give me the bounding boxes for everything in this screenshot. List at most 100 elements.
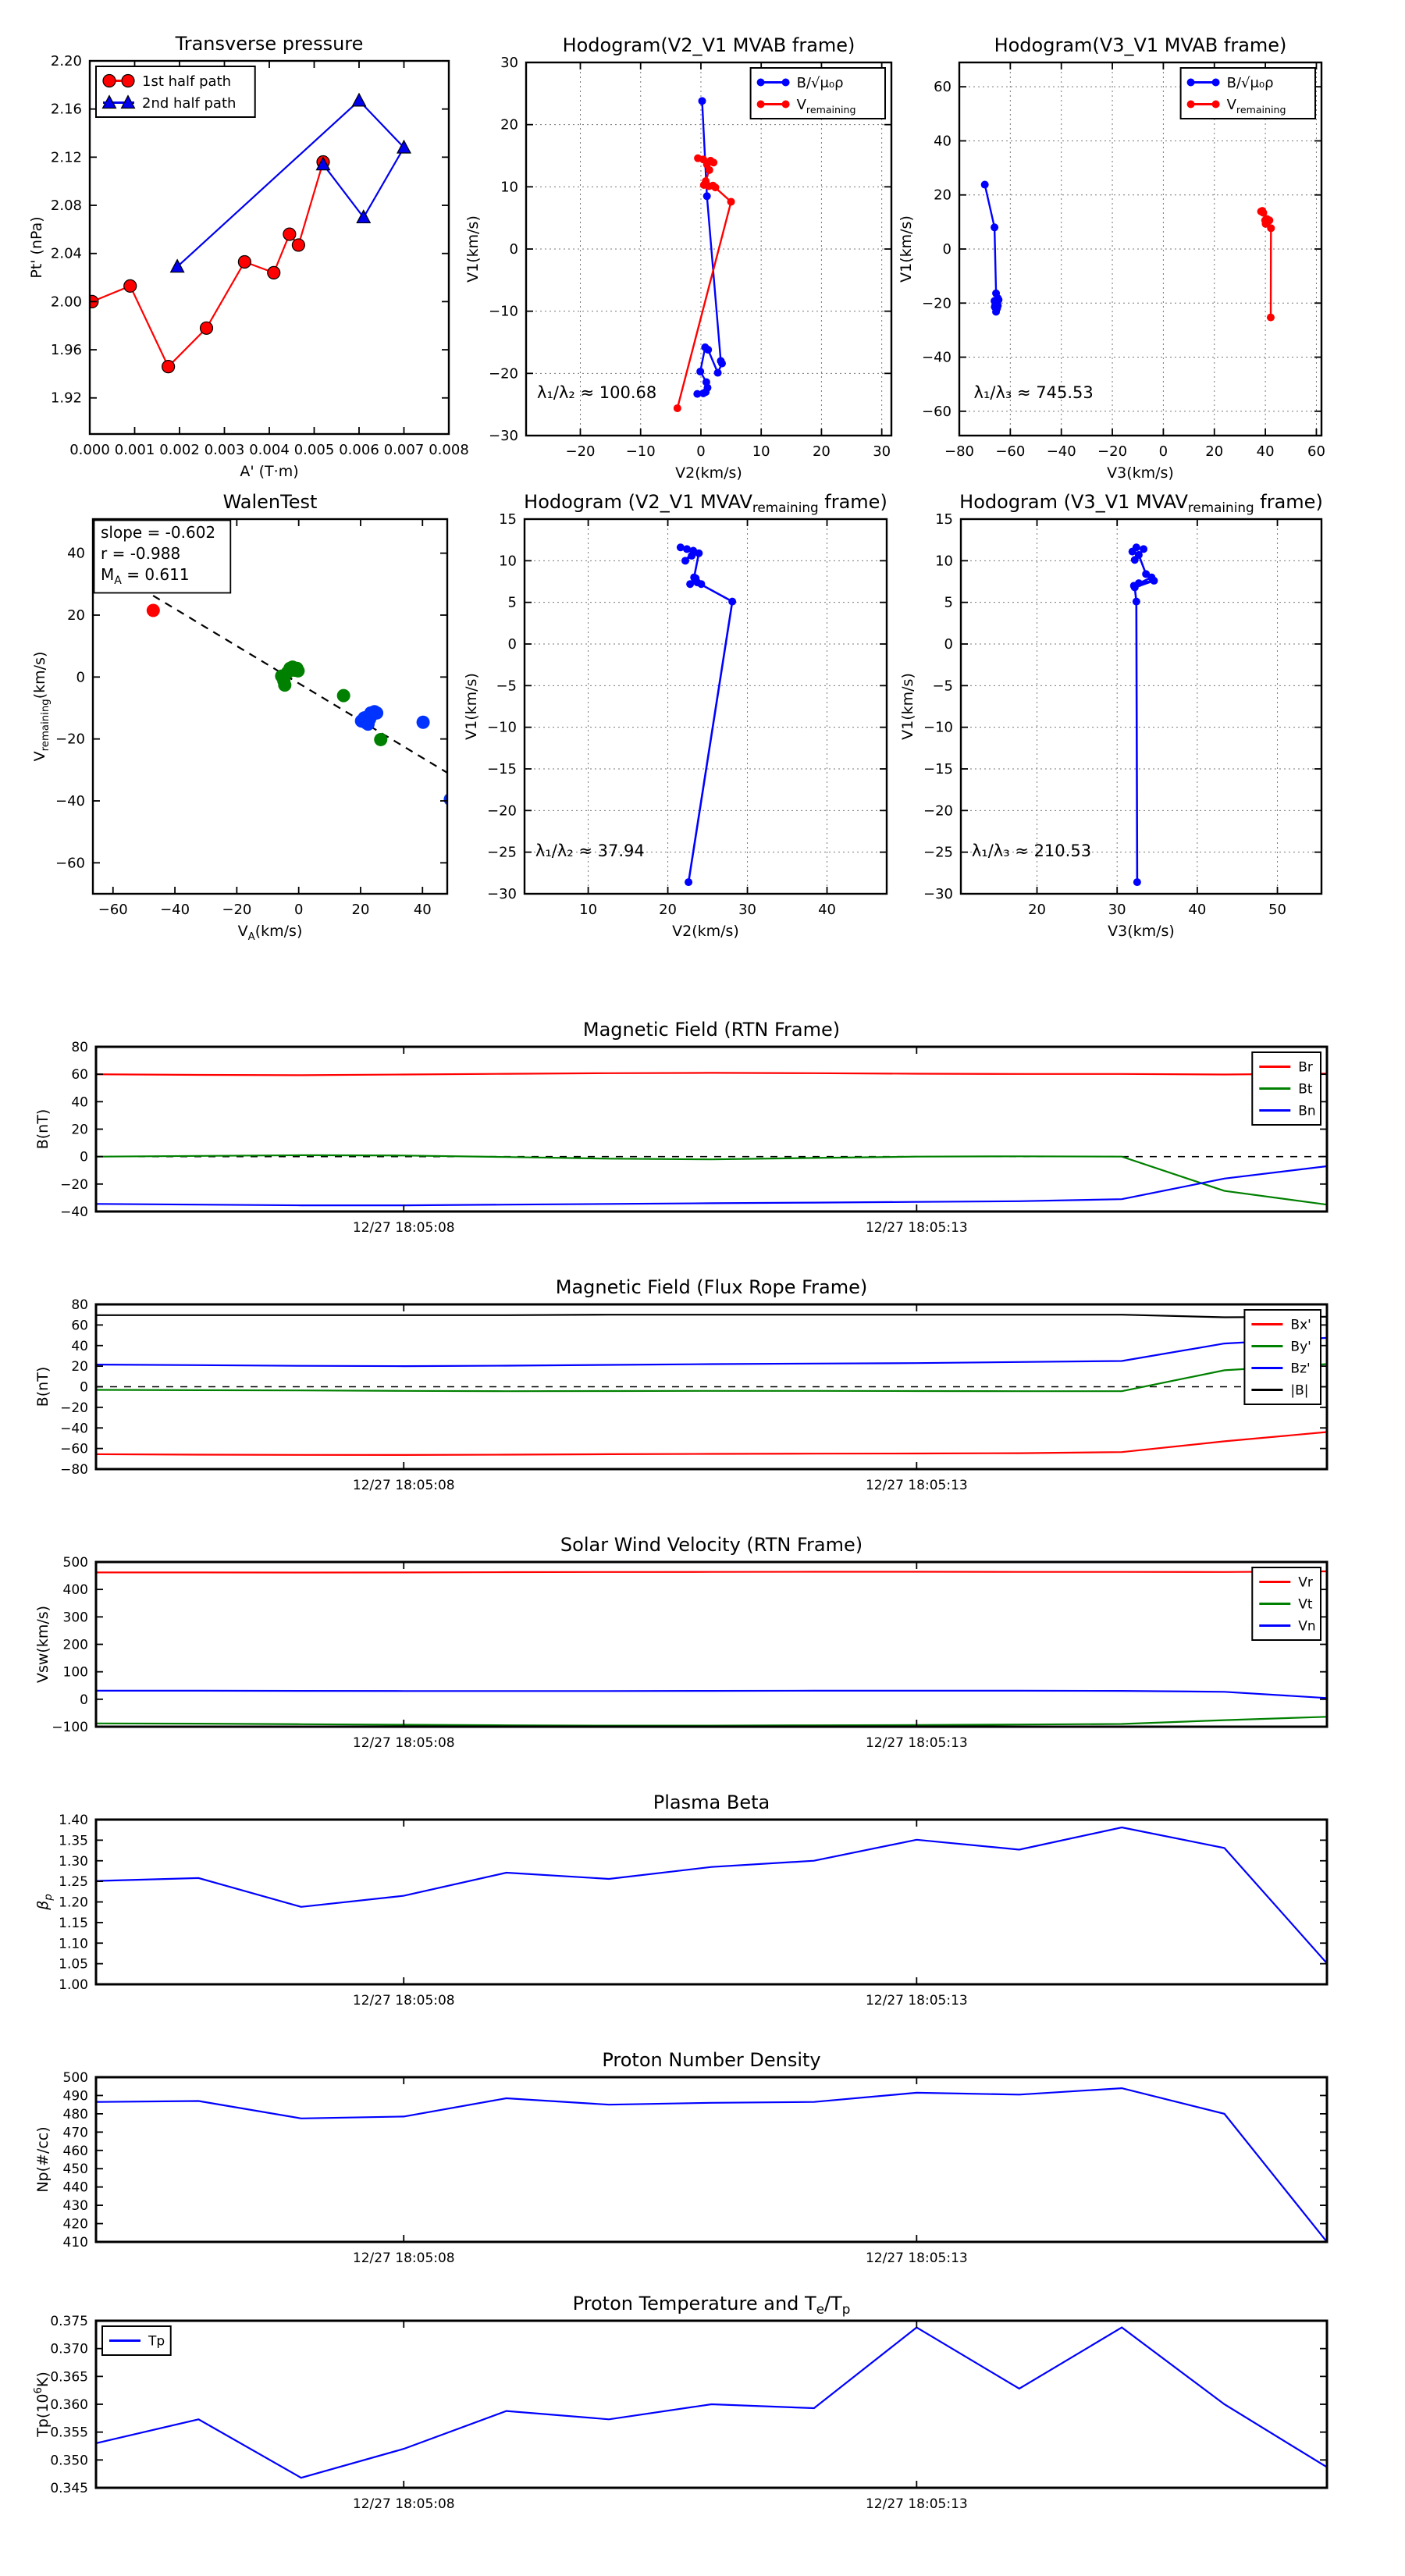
series-group	[90, 92, 411, 374]
y-tick-label: 5	[508, 595, 517, 611]
y-tick-label: −20	[55, 731, 85, 748]
axis-ticks: 12/27 18:05:08 12/27 18:05:13 1.00 1.05 1.10…	[59, 1813, 1327, 2008]
legend-item-label: Bt	[1298, 1081, 1313, 1097]
lambda-ratio-annotation: λ₁/λ₃ ≈ 210.53	[972, 841, 1091, 860]
x-tick-label: 0.001	[115, 442, 155, 458]
panel-title: Hodogram(V3_V1 MVAB frame)	[994, 34, 1287, 56]
chart-p1: 0.000 0.001 0.002 0.003 0.004 0.005 0.006 0.007…	[28, 33, 469, 480]
x-tick-label: 0	[1159, 443, 1168, 460]
y-axis-label: V1(km/s)	[899, 673, 916, 740]
y-tick-label: −20	[60, 1177, 88, 1193]
x-tick-label: 0.006	[339, 442, 379, 458]
x-tick-label: −20	[222, 902, 251, 918]
series-group	[96, 2326, 1327, 2479]
panel-title: Magnetic Field (RTN Frame)	[583, 1019, 840, 1041]
y-axis-label: Tp(106K)	[33, 2371, 52, 2438]
legend-item-label: B/√μ₀ρ	[797, 75, 844, 91]
axes-frame	[91, 518, 449, 895]
x-tick-label: 40	[818, 902, 836, 918]
legend: 1st half path 2nd half path	[95, 66, 256, 118]
y-tick-label: −60	[55, 855, 85, 871]
x-tick-label: −10	[626, 443, 656, 460]
axis-ticks: 0.000 0.001 0.002 0.003 0.004 0.005 0.006 0.007…	[51, 53, 469, 458]
y-tick-label: 0	[76, 669, 85, 685]
x-tick-label: 30	[738, 902, 756, 918]
panel-proton-temperature: 12/27 18:05:08 12/27 18:05:13 0.345 0.350 0.…	[22, 2282, 1403, 2539]
y-tick-label: 60	[934, 79, 951, 95]
panel-solar-wind-velocity: 12/27 18:05:08 12/27 18:05:13 −100 0 100 200 3…	[22, 1523, 1403, 1778]
x-tick-label: 12/27 18:05:13	[866, 1993, 968, 2008]
x-tick-label: 20	[813, 443, 831, 460]
y-tick-label: −40	[60, 1204, 88, 1220]
chart-p3: −80 −60 −40 −20 0 20 40 60 −60 −40 −20 0 20 40 60 Hodog…	[898, 34, 1325, 482]
fit-info-line: r = -0.988	[101, 544, 180, 563]
panel-title: Proton Temperature and Te/Tp	[573, 2293, 851, 2317]
y-tick-label: 0.355	[50, 2425, 88, 2441]
legend-item-label: |B|	[1290, 1382, 1308, 1398]
y-tick-label: −30	[487, 886, 517, 902]
y-tick-label: −20	[60, 1400, 88, 1416]
legend-item-label: 2nd half path	[142, 95, 236, 112]
chart-p5: 10 20 30 40 −30 −25 −20 −15 −10 −5 0 5 10 15 Hodogram …	[463, 491, 888, 940]
fit-info-line: slope = -0.602	[101, 523, 215, 542]
legend: B/√μ₀ρ Vremaining	[1179, 67, 1316, 119]
x-tick-label: 0.000	[69, 442, 110, 458]
y-tick-label: 440	[63, 2180, 88, 2196]
series-Br	[96, 1072, 1327, 1076]
y-tick-label: 0.375	[50, 2314, 88, 2329]
series-1st half path	[91, 162, 325, 368]
y-tick-label: −20	[487, 802, 517, 819]
y-tick-label: 0.370	[50, 2342, 88, 2357]
series-group	[96, 1072, 1327, 1207]
x-tick-label: 12/27 18:05:08	[353, 1478, 455, 1493]
x-tick-label: 0.005	[294, 442, 335, 458]
y-tick-label: 0	[80, 1380, 88, 1396]
y-tick-label: 0	[80, 1150, 88, 1165]
chart-p8: 12/27 18:05:08 12/27 18:05:13 −80 −60 −40 −20…	[34, 1276, 1329, 1493]
y-tick-label: 60	[71, 1318, 88, 1333]
x-tick-label: −20	[566, 443, 596, 460]
x-tick-label: −40	[1047, 443, 1076, 460]
y-tick-label: 490	[63, 2088, 88, 2104]
series-|B|	[96, 1314, 1327, 1318]
axis-ticks: 12/27 18:05:08 12/27 18:05:13 410 420 430 440…	[63, 2070, 1327, 2266]
series-Vt	[96, 1716, 1327, 1727]
y-tick-label: 430	[63, 2198, 88, 2214]
x-tick-label: 10	[579, 902, 597, 918]
x-tick-label: 60	[1307, 443, 1325, 460]
y-tick-label: −10	[923, 720, 953, 736]
series-Vn	[96, 1689, 1327, 1699]
y-tick-label: −25	[487, 845, 517, 861]
axis-ticks: 12/27 18:05:08 12/27 18:05:13 −80 −60 −40 −20…	[60, 1297, 1327, 1493]
lambda-ratio-annotation: λ₁/λ₃ ≈ 745.53	[974, 383, 1094, 402]
y-tick-label: 2.04	[51, 246, 82, 262]
y-axis-label: Vsw(km/s)	[34, 1606, 52, 1683]
panel-title: Hodogram (V2_V1 MVAVremaining frame)	[524, 491, 887, 515]
y-tick-label: −80	[60, 1462, 88, 1478]
panel-title: WalenTest	[223, 491, 318, 513]
axis-ticks: −80 −60 −40 −20 0 20 40 60 −60 −40 −20 0 20 40 60	[922, 62, 1325, 460]
y-tick-label: 450	[63, 2161, 88, 2177]
x-tick-label: 12/27 18:05:08	[353, 2250, 455, 2266]
series-group	[980, 180, 1275, 322]
series-hodogram trace	[1131, 546, 1154, 883]
y-tick-label: 10	[499, 553, 517, 569]
x-tick-label: 12/27 18:05:13	[866, 2496, 968, 2512]
axis-ticks: −60 −40 −20 0 20 40 −60 −40 −20 0 20 40	[55, 519, 447, 918]
series-Vr	[96, 1570, 1327, 1574]
x-tick-label: 20	[352, 902, 370, 918]
series-Bx'	[96, 1431, 1327, 1457]
legend-item-label: Br	[1298, 1059, 1313, 1075]
y-tick-label: 1.20	[59, 1895, 88, 1911]
panel-title: Plasma Beta	[653, 1791, 770, 1813]
y-axis-label: V1(km/s)	[898, 215, 915, 283]
y-tick-label: 1.92	[51, 390, 82, 407]
y-tick-label: 20	[71, 1123, 88, 1138]
panel-title: Magnetic Field (Flux Rope Frame)	[556, 1276, 867, 1298]
legend-item-label: Vremaining	[797, 97, 856, 116]
panel-magnetic-field-rtn: 12/27 18:05:08 12/27 18:05:13 −40 −20 0 20 40 6…	[22, 1008, 1403, 1263]
y-tick-label: 470	[63, 2125, 88, 2140]
series-beta p	[96, 1826, 1327, 1964]
y-tick-label: 1.35	[59, 1833, 88, 1848]
